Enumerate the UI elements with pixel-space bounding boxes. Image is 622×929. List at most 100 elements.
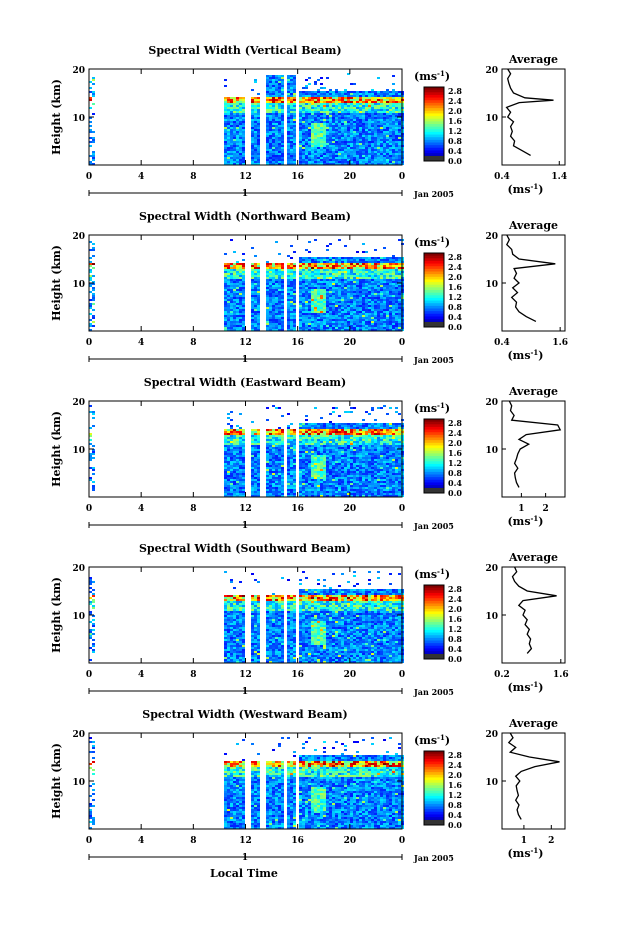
heatmap-cell	[389, 301, 392, 303]
heatmap-cell	[335, 293, 338, 295]
heatmap-cell	[368, 115, 371, 117]
heatmap-cell	[335, 261, 338, 263]
heatmap-cell	[338, 157, 341, 159]
heatmap-cell	[281, 469, 284, 471]
heatmap-cell	[266, 143, 269, 145]
heatmap-cell	[251, 107, 254, 109]
heatmap-cell	[362, 103, 365, 105]
heatmap-cell	[242, 145, 245, 147]
heatmap-cell	[290, 479, 293, 481]
heatmap-cell	[302, 291, 305, 293]
heatmap-cell	[386, 107, 389, 109]
heatmap-cell	[305, 307, 308, 309]
heatmap-cell	[305, 281, 308, 283]
heatmap-cell	[389, 289, 392, 291]
heatmap-cell	[365, 289, 368, 291]
heatmap-cell	[320, 149, 323, 151]
heatmap-cell	[362, 137, 365, 139]
heatmap-cell	[269, 483, 272, 485]
heatmap-cell	[236, 325, 239, 327]
heatmap-cell	[254, 325, 257, 327]
heatmap-cell	[314, 325, 317, 327]
heatmap-cell	[341, 295, 344, 297]
heatmap-cell	[326, 143, 329, 145]
heatmap-cell	[251, 309, 254, 311]
heatmap-cell	[224, 113, 227, 115]
colorbar-step	[424, 276, 444, 280]
heatmap-cell	[329, 283, 332, 285]
heatmap-cell	[359, 97, 362, 99]
heatmap-cell	[380, 313, 383, 315]
heatmap-cell	[395, 275, 398, 277]
heatmap-cell	[359, 271, 362, 273]
heatmap-cell	[239, 161, 242, 163]
heatmap-cell	[332, 161, 335, 163]
heatmap-cell	[92, 91, 95, 93]
heatmap-cell	[227, 307, 230, 309]
heatmap-cell	[335, 315, 338, 317]
heatmap-cell	[329, 135, 332, 137]
heatmap-cell	[374, 163, 377, 165]
heatmap-cell	[386, 103, 389, 105]
heatmap-cell	[338, 291, 341, 293]
heatmap-cell	[377, 101, 380, 103]
heatmap-cell	[323, 311, 326, 313]
heatmap-cell	[326, 131, 329, 133]
heatmap-cell	[257, 443, 260, 445]
heatmap-cell	[305, 105, 308, 107]
heatmap-cell	[368, 323, 371, 325]
heatmap-cell	[341, 289, 344, 291]
heatmap-cell	[242, 271, 245, 273]
heatmap-cell	[89, 261, 92, 263]
heatmap-cell	[224, 99, 227, 101]
heatmap-cell	[305, 147, 308, 149]
heatmap-cell	[287, 263, 290, 265]
heatmap-cell	[329, 153, 332, 155]
heatmap-cell	[335, 295, 338, 297]
heatmap-cell	[272, 447, 275, 449]
heatmap-cell	[299, 151, 302, 153]
heatmap-cell	[383, 113, 386, 115]
heatmap-cell	[266, 319, 269, 321]
heatmap-cell	[89, 303, 92, 305]
heatmap-cell	[224, 481, 227, 483]
heatmap-cell	[344, 107, 347, 109]
heatmap-cell	[383, 299, 386, 301]
heatmap-cell	[320, 311, 323, 313]
heatmap-cell	[257, 117, 260, 119]
heatmap-cell	[341, 301, 344, 303]
heatmap-cell	[311, 137, 314, 139]
heatmap-cell	[239, 293, 242, 295]
heatmap-cell	[251, 291, 254, 293]
heatmap-cell	[251, 273, 254, 275]
heatmap-cell	[293, 433, 296, 435]
heatmap-cell	[227, 265, 230, 267]
heatmap-cell	[275, 131, 278, 133]
heatmap-cell	[254, 129, 257, 131]
heatmap-cell	[344, 267, 347, 269]
heatmap-cell	[338, 127, 341, 129]
heatmap-cell	[326, 313, 329, 315]
heatmap-cell	[236, 99, 239, 101]
heatmap-cell	[227, 131, 230, 133]
heatmap-cell	[320, 99, 323, 101]
heatmap-cell	[332, 269, 335, 271]
heatmap-cell	[269, 281, 272, 283]
heatmap-cell	[251, 325, 254, 327]
heatmap-cell	[350, 271, 353, 273]
heatmap-cell	[230, 429, 233, 431]
heatmap-cell	[227, 441, 230, 443]
heatmap-cell	[230, 283, 233, 285]
heatmap-cell	[293, 289, 296, 291]
heatmap-cell	[392, 101, 395, 103]
heatmap-cell	[353, 329, 356, 331]
heatmap-cell	[227, 471, 230, 473]
average-x-label-exp: -1	[531, 348, 539, 357]
heatmap-cell	[356, 269, 359, 271]
heatmap-cell	[233, 301, 236, 303]
heatmap-cell	[368, 329, 371, 331]
heatmap-cell	[335, 135, 338, 137]
heatmap-cell	[233, 153, 236, 155]
heatmap-cell	[311, 281, 314, 283]
heatmap-cell	[302, 301, 305, 303]
